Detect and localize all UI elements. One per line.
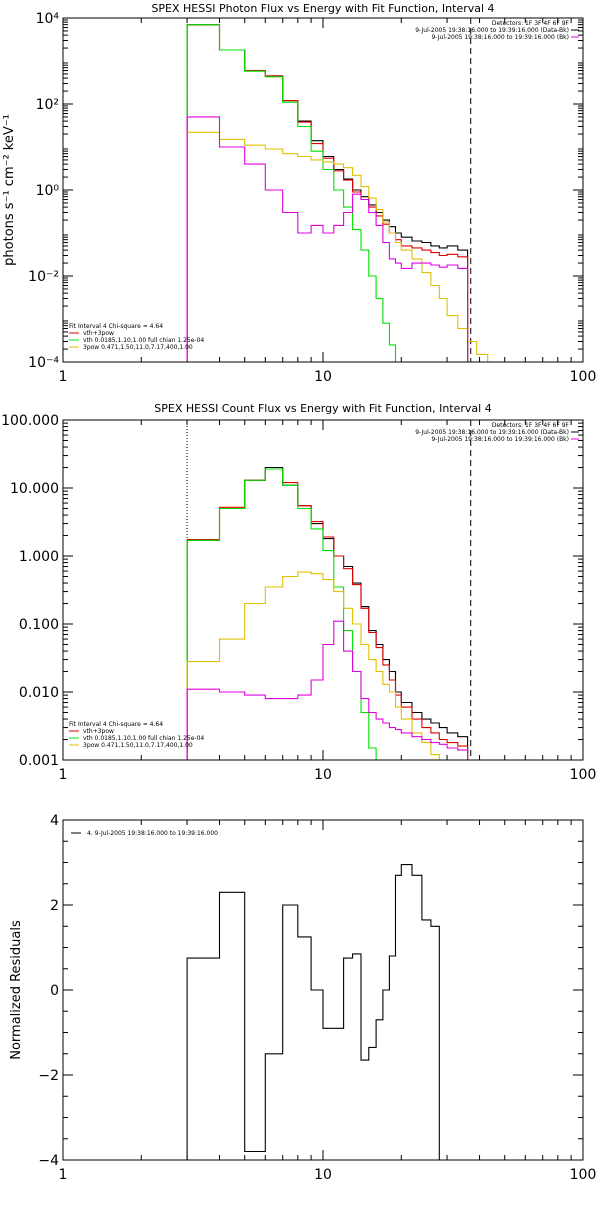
y-tick-label: 100.000: [1, 413, 59, 429]
chart-title: SPEX HESSI Photon Flux vs Energy with Fi…: [151, 2, 494, 15]
x-tick-label: 10: [314, 1167, 332, 1183]
series-line-5: [186, 116, 469, 362]
info-line: 9-Jul-2005 19:38:16.000 to 19:39:16.000 …: [431, 436, 569, 443]
series-line-2: [186, 468, 469, 760]
chart-panel-1: SPEX HESSI Photon Flux vs Energy with Fi…: [2, 2, 596, 385]
legend-entry: vth+3pow: [83, 330, 114, 337]
chart-panel-3: Normalized Residuals 1 10 100 −4 −2 0 2 4 4. 9-Ju…: [9, 813, 596, 1183]
y-tick-label: 10²: [36, 97, 59, 113]
legend-entry: 4. 9-Jul-2005 19:38:16.000 to 19:39:16.0…: [87, 830, 218, 837]
chart-panel-2: SPEX HESSI Count Flux vs Energy with Fit…: [1, 402, 596, 783]
x-tick-label: 1: [59, 1167, 68, 1183]
series-line-3: [186, 24, 402, 362]
legend-entry: vth 0.0185,1.10,1.00 full chian 1.25e-04: [83, 337, 204, 344]
y-tick-label: −2: [38, 1068, 59, 1084]
series-line-1: [186, 24, 469, 362]
info-line: 9-Jul-2005 19:38:16.000 to 19:39:16.000 …: [415, 429, 569, 436]
legend-entry: Fit Interval 4 Chi-square = 4.64: [69, 323, 163, 330]
series-line-3: [186, 468, 377, 760]
series-line-1: [186, 466, 469, 760]
y-tick-label: 4: [50, 813, 59, 829]
info-line: 9-Jul-2005 19:38:16.000 to 19:39:16.000 …: [415, 27, 569, 34]
x-tick-label: 1: [59, 767, 68, 783]
legend-entry: Fit Interval 4 Chi-square = 4.64: [69, 721, 163, 728]
series-line-2: [186, 24, 469, 362]
x-tick-label: 10: [314, 767, 332, 783]
y-axis-label: Normalized Residuals: [9, 920, 24, 1060]
x-tick-label: 100: [570, 1167, 597, 1183]
y-tick-label: 2: [50, 898, 59, 914]
series-line-4: [186, 131, 489, 362]
y-tick-label: 10⁴: [36, 11, 60, 27]
plot-frame: [62, 819, 584, 1161]
y-tick-label: 0.010: [19, 685, 59, 701]
y-tick-label: 10.000: [10, 481, 59, 497]
y-tick-label: 0.100: [19, 617, 59, 633]
legend-entry: 3pow 0.471,1.50,11.0,7.17,400,1.00: [83, 344, 193, 351]
series-line-1: [186, 864, 440, 1160]
legend-entry: vth 0.0185,1.10,1.00 full chian 1.25e-04: [83, 735, 204, 742]
x-tick-label: 100: [570, 369, 597, 385]
x-tick-label: 1: [59, 369, 68, 385]
info-line: Detectors: 1F 3F 4F 6F 9F: [492, 20, 570, 27]
legend-entry: vth+3pow: [83, 728, 114, 735]
y-tick-label: 10⁰: [36, 183, 60, 199]
y-axis-label: photons s⁻¹ cm⁻² keV⁻¹: [2, 114, 17, 266]
y-tick-label: 10⁻⁴: [28, 355, 59, 371]
plot-frame: [62, 419, 584, 761]
chart-title: SPEX HESSI Count Flux vs Energy with Fit…: [154, 402, 491, 415]
x-tick-label: 100: [570, 767, 597, 783]
y-tick-label: 10⁻²: [28, 269, 59, 285]
y-tick-label: −4: [38, 1153, 59, 1169]
plot-frame: [62, 17, 584, 363]
series-line-5: [186, 620, 469, 760]
series-line-4: [186, 571, 440, 760]
y-tick-label: 1.000: [19, 549, 59, 565]
info-line: 9-Jul-2005 19:38:16.000 to 19:39:16.000 …: [431, 34, 569, 41]
y-tick-label: 0: [50, 983, 59, 999]
info-line: Detectors: 1F 3F 4F 6F 9F: [492, 422, 570, 429]
legend-entry: 3pow 0.471,1.50,11.0,7.17,400,1.00: [83, 742, 193, 749]
y-tick-label: 0.001: [19, 753, 59, 769]
x-tick-label: 10: [314, 369, 332, 385]
